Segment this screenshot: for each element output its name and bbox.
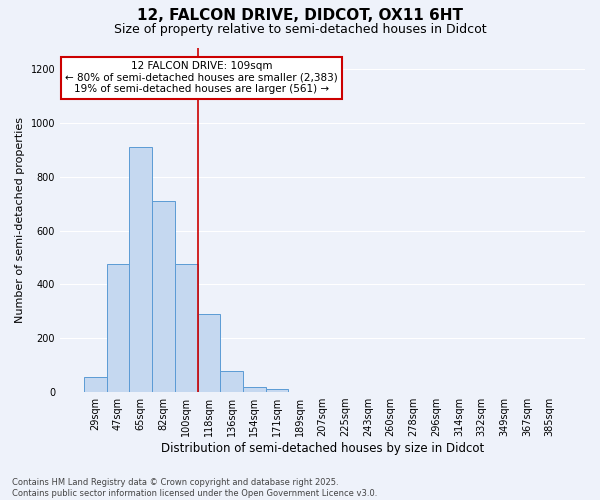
X-axis label: Distribution of semi-detached houses by size in Didcot: Distribution of semi-detached houses by … [161,442,484,455]
Bar [243,386,266,392]
Bar [130,147,152,392]
Text: 12, FALCON DRIVE, DIDCOT, OX11 6HT: 12, FALCON DRIVE, DIDCOT, OX11 6HT [137,8,463,22]
Text: Contains HM Land Registry data © Crown copyright and database right 2025.
Contai: Contains HM Land Registry data © Crown c… [12,478,377,498]
Text: Size of property relative to semi-detached houses in Didcot: Size of property relative to semi-detach… [113,22,487,36]
Bar [84,378,107,392]
Bar [197,314,220,392]
Text: 12 FALCON DRIVE: 109sqm
← 80% of semi-detached houses are smaller (2,383)
19% of: 12 FALCON DRIVE: 109sqm ← 80% of semi-de… [65,62,338,94]
Bar [107,264,130,392]
Bar [152,201,175,392]
Y-axis label: Number of semi-detached properties: Number of semi-detached properties [15,117,25,323]
Bar [266,390,289,392]
Bar [175,264,197,392]
Bar [220,370,243,392]
